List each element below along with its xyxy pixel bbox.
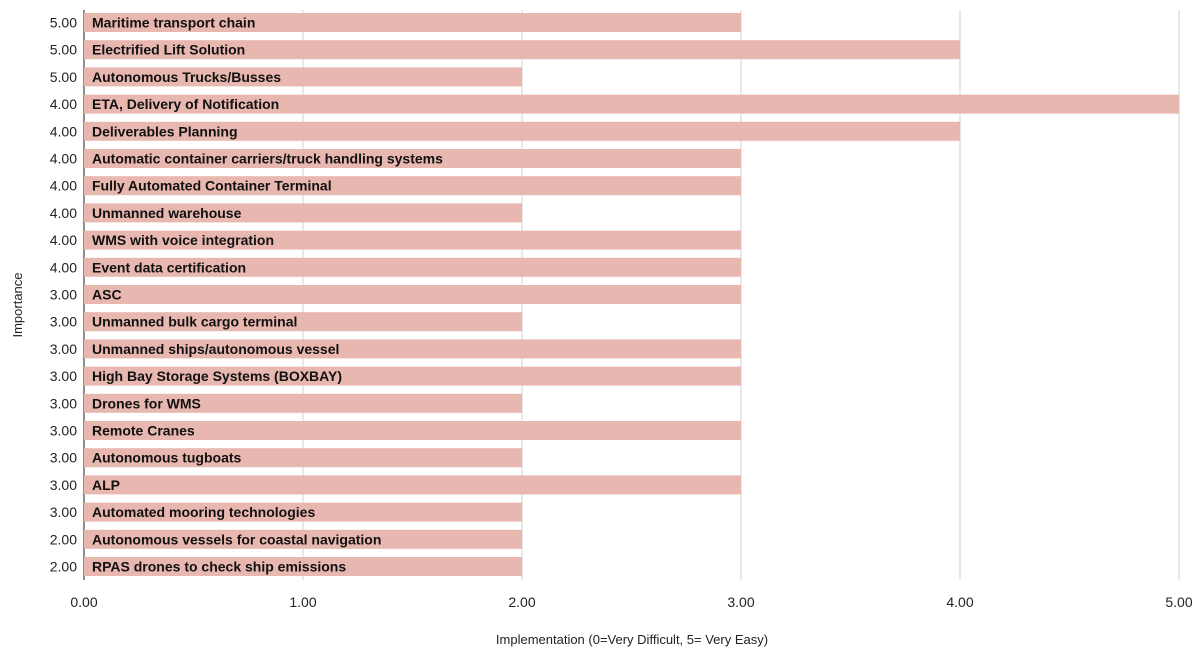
bar-labels: Maritime transport chain Electrified Lift…	[92, 15, 443, 575]
bar	[84, 475, 741, 495]
bar	[84, 257, 741, 277]
y-tick-label: 5.00	[50, 69, 77, 85]
x-tick-label: 3.00	[727, 594, 754, 610]
y-tick-label: 3.00	[50, 450, 77, 466]
bar-label: Autonomous tugboats	[92, 450, 242, 466]
y-tick-label: 4.00	[50, 123, 77, 139]
bar-label: Unmanned warehouse	[92, 205, 242, 221]
bar-label: Maritime transport chain	[92, 15, 255, 31]
y-tick-label: 2.00	[50, 531, 77, 547]
x-tick-label: 5.00	[1165, 594, 1192, 610]
bar	[84, 67, 522, 87]
x-tick-label: 2.00	[508, 594, 535, 610]
y-tick-label: 3.00	[50, 368, 77, 384]
bar	[84, 366, 741, 386]
bar-label: Fully Automated Container Terminal	[92, 178, 332, 194]
bar	[84, 421, 741, 440]
bar-label: Unmanned ships/autonomous vessel	[92, 341, 339, 357]
y-tick-label: 3.00	[50, 341, 77, 357]
y-tick-label: 3.00	[50, 423, 77, 439]
bar-label: Event data certification	[92, 259, 246, 275]
bar	[84, 203, 522, 223]
bar-label: Autonomous Trucks/Busses	[92, 69, 281, 85]
y-tick-label: 3.00	[50, 314, 77, 330]
y-tick-label: 4.00	[50, 205, 77, 221]
y-tick-label: 3.00	[50, 504, 77, 520]
bar-label: ALP	[92, 477, 120, 493]
y-tick-label: 4.00	[50, 151, 77, 167]
bar	[84, 529, 522, 549]
y-tick-labels: 5.00 5.00 5.00 4.00 4.00 4.00 4.00 4.00 4.00 4.00…	[50, 15, 77, 575]
y-tick-label: 4.00	[50, 232, 77, 248]
x-tick-label: 0.00	[70, 594, 97, 610]
y-axis-title: Importance	[10, 272, 25, 337]
y-tick-label: 3.00	[50, 477, 77, 493]
y-tick-label: 5.00	[50, 15, 77, 31]
bar-label: High Bay Storage Systems (BOXBAY)	[92, 368, 342, 384]
bar-label: Drones for WMS	[92, 395, 201, 411]
bar	[84, 94, 1179, 114]
bar	[84, 393, 522, 413]
bar	[84, 557, 522, 576]
bar-label: Automatic container carriers/truck handl…	[92, 151, 443, 167]
x-tick-label: 1.00	[289, 594, 316, 610]
y-tick-label: 2.00	[50, 559, 77, 575]
bar-label: Deliverables Planning	[92, 123, 238, 139]
bar-label: Unmanned bulk cargo terminal	[92, 314, 297, 330]
bar-label: Autonomous vessels for coastal navigatio…	[92, 531, 381, 547]
x-axis-title: Implementation (0=Very Difficult, 5= Ver…	[496, 632, 768, 647]
y-tick-label: 3.00	[50, 287, 77, 303]
bar-label: Automated mooring technologies	[92, 504, 315, 520]
bar-label: WMS with voice integration	[92, 232, 274, 248]
bar-label: Remote Cranes	[92, 423, 195, 439]
bar	[84, 230, 741, 250]
bar	[84, 40, 960, 60]
bar	[84, 149, 741, 168]
bar	[84, 13, 741, 32]
bars	[84, 13, 1179, 576]
bar	[84, 502, 522, 522]
y-tick-label: 4.00	[50, 96, 77, 112]
y-tick-label: 3.00	[50, 395, 77, 411]
y-tick-label: 5.00	[50, 42, 77, 58]
bar-label: ETA, Delivery of Notification	[92, 96, 279, 112]
bar-label: ASC	[92, 287, 122, 303]
bar	[84, 285, 741, 304]
bar	[84, 121, 960, 141]
x-tick-label: 4.00	[946, 594, 973, 610]
y-tick-label: 4.00	[50, 178, 77, 194]
y-tick-label: 4.00	[50, 259, 77, 275]
bar-label: RPAS drones to check ship emissions	[92, 559, 346, 575]
bar	[84, 176, 741, 196]
bar	[84, 339, 741, 359]
bar-label: Electrified Lift Solution	[92, 42, 245, 58]
x-tick-labels: 0.00 1.00 2.00 3.00 4.00 5.00	[70, 594, 1192, 610]
bar	[84, 448, 522, 468]
bar	[84, 312, 522, 332]
